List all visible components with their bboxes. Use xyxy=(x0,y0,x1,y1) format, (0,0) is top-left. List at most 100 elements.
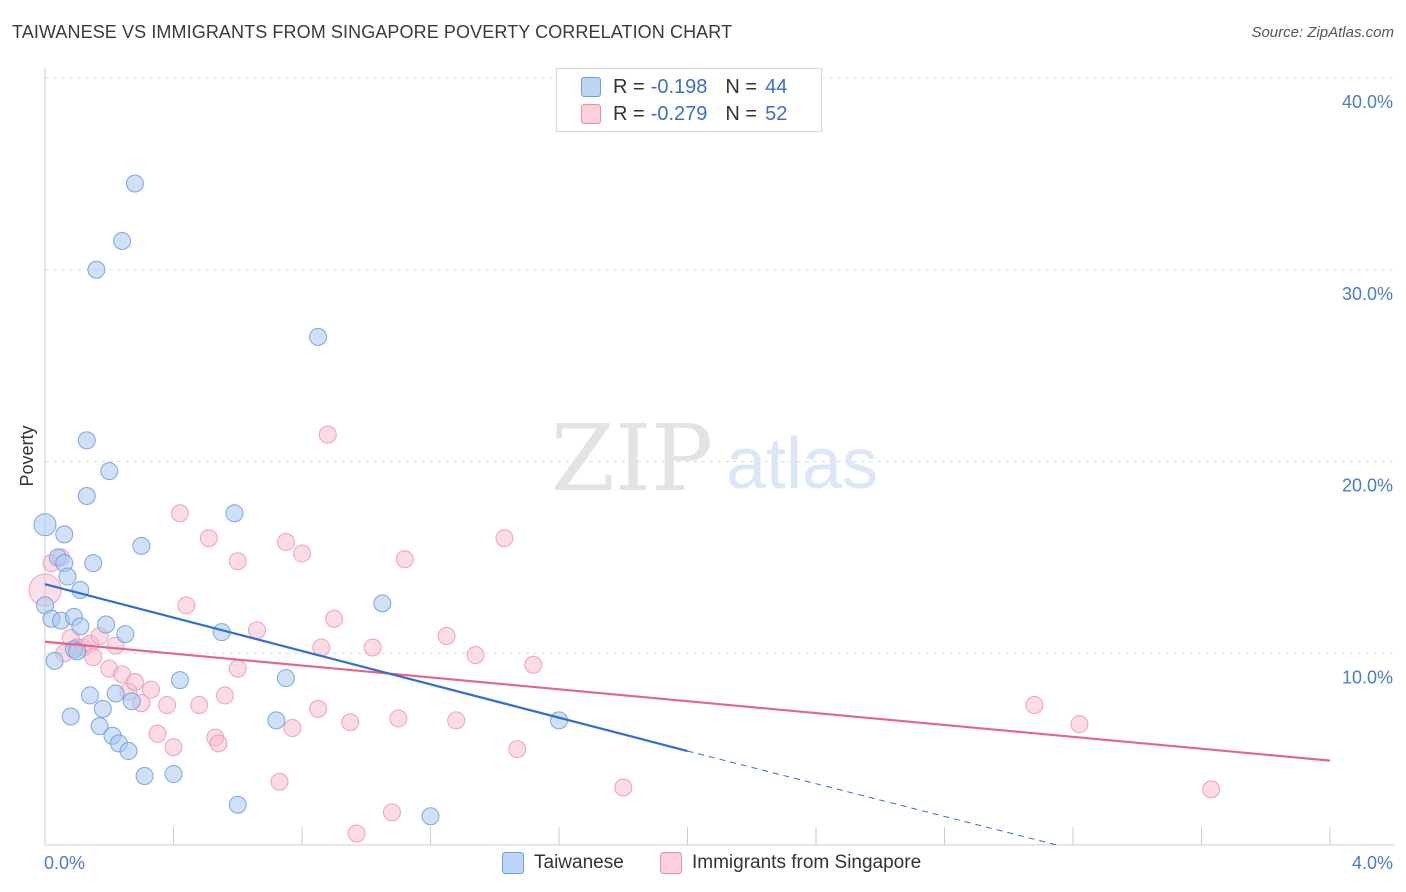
data-point-singapore xyxy=(170,504,189,523)
data-point-singapore xyxy=(1025,696,1044,715)
legend-swatch-singapore xyxy=(660,852,682,874)
data-point-singapore xyxy=(164,738,183,757)
y-tick-label: 20.0% xyxy=(1342,476,1393,496)
data-point-singapore xyxy=(341,713,360,732)
data-point-singapore xyxy=(142,680,161,699)
data-point-singapore xyxy=(228,552,247,571)
tick-labels: 10.0% 20.0% 30.0% 40.0% 0.0% 4.0% xyxy=(44,92,1393,873)
data-point-taiwanese xyxy=(164,765,183,784)
data-point-singapore xyxy=(84,648,103,667)
data-point-taiwanese xyxy=(309,327,328,346)
data-point-singapore xyxy=(508,740,527,759)
r-label: R = xyxy=(613,102,645,125)
data-point-singapore xyxy=(524,655,543,674)
data-point-taiwanese xyxy=(58,567,77,586)
data-point-taiwanese xyxy=(421,807,440,826)
data-point-taiwanese xyxy=(267,711,286,730)
data-point-singapore xyxy=(347,824,366,843)
watermark-zip: ZIP xyxy=(551,405,713,512)
data-point-singapore xyxy=(309,699,328,718)
data-point-singapore xyxy=(148,724,167,743)
data-point-singapore xyxy=(209,734,228,753)
data-point-singapore xyxy=(276,533,295,552)
axes-layer xyxy=(44,68,1395,846)
legend-item-taiwanese[interactable]: Taiwanese xyxy=(502,852,624,874)
data-point-singapore xyxy=(1202,780,1221,799)
y-tick-label: 10.0% xyxy=(1342,667,1393,687)
data-point-singapore xyxy=(325,609,344,628)
data-point-singapore xyxy=(318,425,337,444)
x-tick-label: 0.0% xyxy=(44,853,85,873)
data-point-singapore xyxy=(199,529,218,548)
data-point-taiwanese xyxy=(71,617,90,636)
data-point-taiwanese xyxy=(373,594,392,613)
data-point-singapore xyxy=(283,719,302,738)
data-point-singapore xyxy=(125,673,144,692)
data-point-singapore xyxy=(190,696,209,715)
data-point-taiwanese xyxy=(113,231,132,250)
data-point-taiwanese xyxy=(276,669,295,688)
r-label: R = xyxy=(613,75,645,98)
data-point-taiwanese xyxy=(100,462,119,481)
y-tick-label: 40.0% xyxy=(1342,92,1393,112)
data-point-singapore xyxy=(270,772,289,791)
data-point-taiwanese xyxy=(80,686,99,705)
data-point-taiwanese xyxy=(77,487,96,506)
y-tick-label: 30.0% xyxy=(1342,284,1393,304)
data-point-singapore xyxy=(1070,715,1089,734)
legend-swatch-taiwanese xyxy=(502,852,524,874)
data-point-taiwanese xyxy=(90,717,109,736)
data-point-taiwanese xyxy=(125,174,144,193)
data-point-taiwanese xyxy=(119,742,138,761)
correlation-legend: R = -0.198 N = 44 R = -0.279 N = 52 xyxy=(556,68,822,132)
data-point-taiwanese xyxy=(33,513,57,537)
r-value: -0.279 xyxy=(650,102,708,125)
series-taiwanese xyxy=(33,174,568,826)
data-point-taiwanese xyxy=(550,711,568,730)
r-value: -0.198 xyxy=(650,75,708,98)
n-label: N = xyxy=(725,102,758,125)
data-point-singapore xyxy=(158,696,177,715)
legend-swatch-taiwanese xyxy=(581,77,601,97)
legend-row-singapore: R = -0.279 N = 52 xyxy=(581,102,787,126)
legend-swatch-singapore xyxy=(581,104,601,124)
legend-label-singapore: Immigrants from Singapore xyxy=(692,852,922,873)
watermark: ZIP atlas xyxy=(551,405,878,512)
data-point-singapore xyxy=(177,596,196,615)
data-point-singapore xyxy=(614,778,633,797)
trend-line-singapore xyxy=(44,640,1331,762)
data-point-singapore xyxy=(363,638,382,657)
data-point-taiwanese xyxy=(116,625,135,644)
data-point-singapore xyxy=(106,636,125,655)
n-label: N = xyxy=(725,75,758,98)
legend-item-singapore[interactable]: Immigrants from Singapore xyxy=(660,852,921,874)
data-point-taiwanese xyxy=(132,536,151,555)
data-point-taiwanese xyxy=(106,684,125,703)
legend-label-taiwanese: Taiwanese xyxy=(534,852,624,873)
series-legend: Taiwanese Immigrants from Singapore xyxy=(0,852,1406,878)
trend-line-taiwanese xyxy=(44,583,688,753)
data-point-taiwanese xyxy=(87,260,106,279)
data-point-singapore xyxy=(437,626,456,645)
data-point-taiwanese xyxy=(77,431,96,450)
data-point-singapore xyxy=(447,711,466,730)
legend-row-taiwanese: R = -0.198 N = 44 xyxy=(581,75,787,99)
trend-lines xyxy=(44,583,1331,846)
data-point-singapore xyxy=(395,550,414,569)
data-point-taiwanese xyxy=(97,615,116,634)
data-point-singapore xyxy=(382,803,401,822)
data-point-taiwanese xyxy=(45,651,64,670)
data-point-taiwanese xyxy=(228,795,247,814)
chart-title: TAIWANESE VS IMMIGRANTS FROM SINGAPORE P… xyxy=(12,22,733,42)
data-point-taiwanese xyxy=(93,699,112,718)
x-tick-label: 4.0% xyxy=(1352,853,1393,873)
data-point-singapore xyxy=(293,544,311,563)
data-point-taiwanese xyxy=(135,766,154,785)
data-point-singapore xyxy=(466,646,485,665)
data-point-taiwanese xyxy=(122,692,141,711)
source-label: Source: ZipAtlas.com xyxy=(1251,24,1394,41)
data-point-taiwanese xyxy=(55,525,74,544)
grid-layer xyxy=(45,77,1395,654)
data-point-taiwanese xyxy=(68,642,87,661)
